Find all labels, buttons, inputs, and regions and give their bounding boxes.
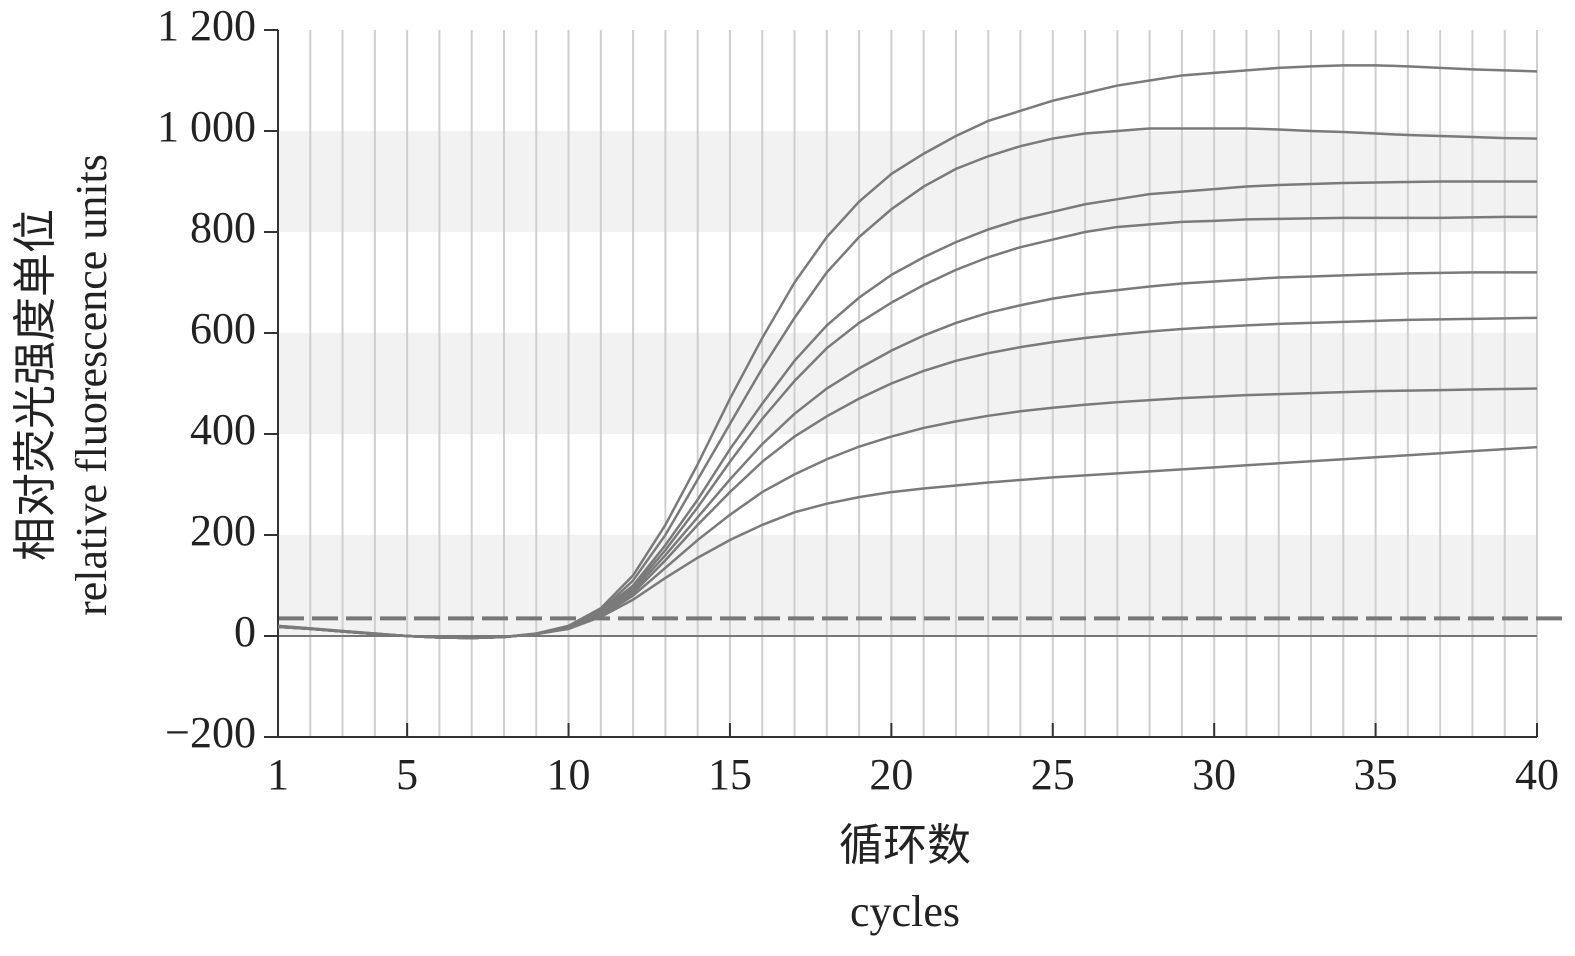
x-tick-label: 35 xyxy=(1354,750,1398,799)
y-tick-label: 600 xyxy=(190,304,256,353)
x-tick-label: 5 xyxy=(396,750,418,799)
y-tick-label: 0 xyxy=(234,607,256,656)
grid-band xyxy=(278,131,1537,232)
x-tick-label: 10 xyxy=(547,750,591,799)
y-tick-label: 400 xyxy=(190,405,256,454)
y-tick-label: 800 xyxy=(190,203,256,252)
x-tick-label: 30 xyxy=(1192,750,1236,799)
x-tick-label: 20 xyxy=(869,750,913,799)
x-tick-label: 15 xyxy=(708,750,752,799)
x-tick-label: 25 xyxy=(1031,750,1075,799)
y-label-group: 相对荧光强度单位 relative fluorescence units xyxy=(11,154,116,616)
y-tick-label: 1 000 xyxy=(157,102,256,151)
y-tick-label: −200 xyxy=(165,708,256,757)
y-axis-label: relative fluorescence units xyxy=(67,154,116,616)
grid-band xyxy=(278,333,1537,434)
x-axis-label: cycles xyxy=(850,887,960,936)
grid-band xyxy=(278,535,1537,636)
y-tick-label: 1 200 xyxy=(157,1,256,50)
amplification-curve xyxy=(277,445,1538,640)
x-tick-label: 40 xyxy=(1515,750,1559,799)
x-tick-label: 1 xyxy=(267,750,289,799)
x-axis-label: 循环数 xyxy=(839,821,971,870)
y-axis-label: 相对荧光强度单位 xyxy=(11,209,60,561)
y-tick-label: 200 xyxy=(190,506,256,555)
